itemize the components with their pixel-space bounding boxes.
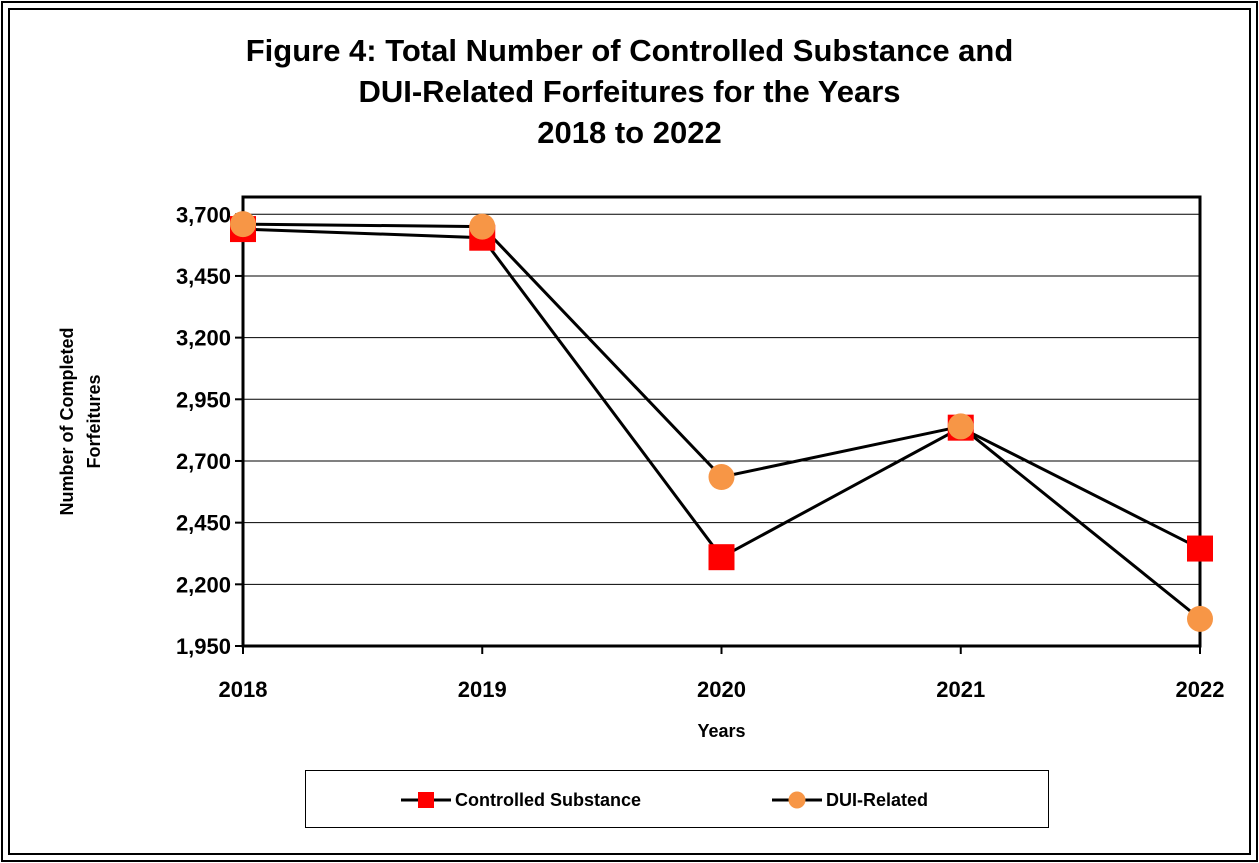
- y-tick-label: 2,700: [176, 449, 231, 474]
- legend-item-controlled-substance: Controlled Substance: [401, 771, 641, 829]
- x-tick-label: 2020: [697, 677, 746, 702]
- data-point-circle: [230, 211, 256, 238]
- data-point-circle: [1187, 605, 1213, 632]
- x-tick-label: 2021: [936, 677, 985, 702]
- legend: Controlled Substance DUI-Related: [305, 770, 1049, 828]
- chart-title-line: Figure 4: Total Number of Controlled Sub…: [245, 33, 1014, 68]
- series-line: [242, 227, 1201, 560]
- chart-title-line: 2018 to 2022: [537, 115, 722, 150]
- data-point-circle: [469, 213, 496, 240]
- x-axis-title: Years: [697, 721, 745, 741]
- y-axis-title: Number of Completed Forfeitures: [57, 327, 104, 515]
- series: [230, 211, 1213, 632]
- x-tick-label: 2019: [458, 677, 507, 702]
- x-tick-label: 2022: [1176, 677, 1225, 702]
- chart-title: Figure 4: Total Number of Controlled Sub…: [0, 30, 1259, 153]
- chart-title-line: DUI-Related Forfeitures for the Years: [358, 74, 901, 109]
- data-point-circle: [947, 413, 974, 440]
- series-controlled-substance: [242, 227, 1201, 560]
- data-point-square: [1187, 535, 1213, 562]
- y-tick-label: 3,200: [176, 326, 231, 351]
- y-axis-title-line: Forfeitures: [84, 374, 104, 468]
- x-tick-label: 2018: [219, 677, 268, 702]
- y-tick-label: 2,450: [176, 511, 231, 536]
- data-point-square: [708, 544, 735, 571]
- y-axis-ticks: 1,950 2,200 2,450 2,700 2,950 3,200 3,450 3,700: [176, 202, 243, 659]
- legend-swatch-circle: [772, 791, 822, 809]
- y-tick-label: 2,200: [176, 572, 231, 597]
- inner-border: [8, 8, 1251, 855]
- gridlines: [243, 213, 1200, 585]
- legend-label: DUI-Related: [826, 789, 929, 810]
- legend-label: Controlled Substance: [455, 789, 642, 810]
- data-point-circle: [708, 464, 735, 491]
- plot-area: [241, 195, 1202, 648]
- y-tick-label: 2,950: [176, 387, 231, 412]
- y-tick-label: 1,950: [176, 634, 231, 659]
- legend-swatch-square: [401, 792, 451, 808]
- y-axis-title-line: Number of Completed: [57, 327, 77, 515]
- y-tick-label: 3,700: [176, 202, 231, 227]
- y-tick-label: 3,450: [176, 264, 231, 289]
- x-axis-ticks: 2018 2019 2020 2021 2022: [219, 646, 1225, 702]
- legend-item-dui-related: DUI-Related: [772, 771, 928, 829]
